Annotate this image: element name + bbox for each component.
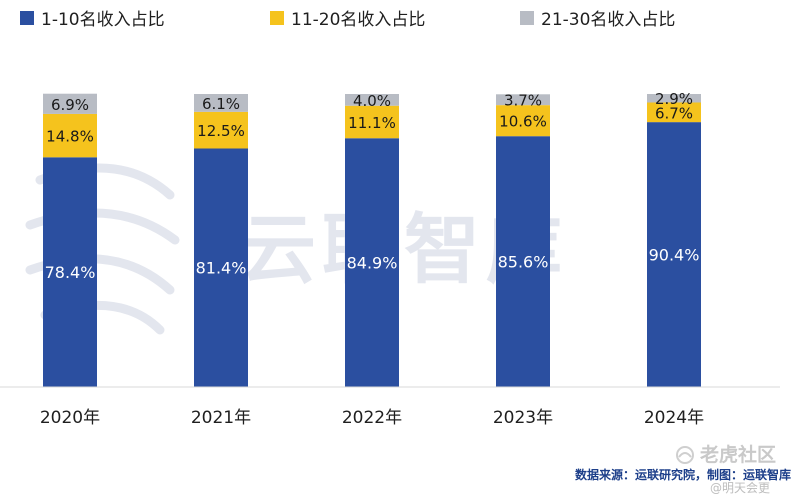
legend-swatch-1: [20, 11, 34, 25]
bar-segment-2-2021年: [194, 111, 248, 149]
source-note: 数据来源：运联研究院，制图：运联智库: [575, 467, 791, 482]
data-label-1-2020年: 78.4%: [45, 263, 96, 282]
legend-swatch-2: [270, 11, 284, 25]
data-label-2-2023年: 10.6%: [499, 113, 547, 131]
x-tick-label: 2024年: [644, 408, 704, 428]
legend: 1-10名收入占比 11-20名收入占比 21-30名收入占比: [20, 10, 675, 30]
legend-label-1: 1-10名收入占比: [41, 10, 165, 30]
bar-segment-3-2024年: [647, 94, 701, 103]
data-label-3-2024年: 2.9%: [655, 90, 693, 108]
data-label-1-2024年: 90.4%: [649, 246, 700, 265]
data-label-3-2023年: 3.7%: [504, 92, 542, 110]
watermark: 云联智库: [25, 163, 562, 335]
plot-area: 78.4% 14.8% 6.9% 81.4% 12.5% 6.1% 84.9% 11.1% 4.…: [43, 90, 701, 388]
bar-segment-2-2022年: [345, 105, 399, 139]
bar-segment-2-2020年: [43, 113, 97, 158]
community-mark: 老虎社区 @明天会更: [676, 443, 776, 495]
bar-segment-1-2022年: [345, 138, 399, 387]
legend-swatch-3: [520, 11, 534, 25]
legend-label-3: 21-30名收入占比: [541, 10, 675, 30]
data-label-2-2024年: 6.7%: [655, 104, 693, 122]
data-label-2-2020年: 14.8%: [46, 128, 94, 146]
bar-segment-1-2020年: [43, 157, 97, 387]
data-label-3-2021年: 6.1%: [202, 95, 240, 113]
x-tick-label: 2021年: [191, 408, 251, 428]
bar-segment-2-2023年: [496, 105, 550, 137]
bar-segment-3-2021年: [194, 94, 248, 112]
bar-segment-2-2024年: [647, 102, 701, 123]
legend-label-2: 11-20名收入占比: [291, 10, 425, 30]
x-tick-label: 2020年: [40, 408, 100, 428]
bar-segment-1-2024年: [647, 122, 701, 388]
data-label-1-2021年: 81.4%: [196, 259, 247, 278]
bar-segment-3-2022年: [345, 94, 399, 106]
x-tick-label: 2023年: [493, 408, 553, 428]
x-tick-label: 2022年: [342, 408, 402, 428]
data-label-1-2022年: 84.9%: [347, 254, 398, 273]
community-handle: @明天会更: [710, 481, 770, 495]
bar-segment-3-2020年: [43, 93, 97, 114]
data-label-2-2022年: 11.1%: [348, 114, 396, 132]
x-axis-ticks: 2020年 2021年 2022年 2023年 2024年: [40, 408, 704, 428]
bar-segment-1-2023年: [496, 136, 550, 387]
bar-segment-3-2023年: [496, 94, 550, 106]
community-logo-icon: [676, 446, 694, 464]
community-name: 老虎社区: [700, 443, 776, 466]
data-label-3-2020年: 6.9%: [51, 96, 89, 114]
data-label-2-2021年: 12.5%: [197, 122, 245, 140]
data-label-1-2023年: 85.6%: [498, 253, 549, 272]
bar-segment-1-2021年: [194, 148, 248, 387]
data-label-3-2022年: 4.0%: [353, 92, 391, 110]
